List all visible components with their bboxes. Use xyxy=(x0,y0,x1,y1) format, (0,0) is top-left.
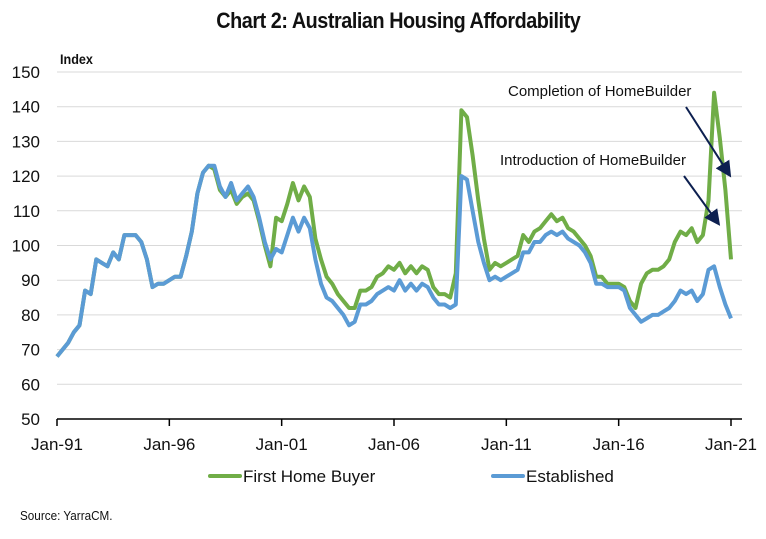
annotation-label: Completion of HomeBuilder xyxy=(508,83,691,100)
y-tick-label: 90 xyxy=(21,271,40,290)
y-tick-label: 50 xyxy=(21,410,40,429)
annotation-arrow xyxy=(683,175,721,226)
legend-label: First Home Buyer xyxy=(243,467,376,486)
gridlines xyxy=(57,71,742,385)
x-tick-label: Jan-21 xyxy=(705,435,757,454)
x-tick-label: Jan-96 xyxy=(143,435,195,454)
series-line-established xyxy=(55,163,733,358)
legend-label: Established xyxy=(526,467,614,486)
y-tick-label: 70 xyxy=(21,341,40,360)
x-tick-label: Jan-06 xyxy=(368,435,420,454)
annotations: Introduction of HomeBuilder Completion of… xyxy=(500,83,732,226)
legend: First Home Buyer Established xyxy=(208,467,614,486)
y-tick-label: 110 xyxy=(13,202,40,221)
x-tick-label: Jan-91 xyxy=(31,435,83,454)
y-tick-label: 100 xyxy=(12,237,40,256)
y-tick-label: 140 xyxy=(12,98,40,117)
series-lines xyxy=(55,90,733,358)
y-axis-ticks: 50 60 70 80 90 100 110 120 130 140 150 xyxy=(12,63,40,429)
x-tick-label: Jan-16 xyxy=(593,435,645,454)
series-line-first-home-buyer xyxy=(55,90,733,358)
chart-title: Chart 2: Australian Housing Affordabilit… xyxy=(216,8,581,33)
source-note: Source: YarraCM. xyxy=(20,508,113,523)
y-axis-label: Index xyxy=(60,51,93,67)
y-tick-label: 150 xyxy=(12,63,40,82)
annotation-label: Introduction of HomeBuilder xyxy=(500,152,686,169)
y-tick-label: 120 xyxy=(12,167,40,186)
y-tick-label: 60 xyxy=(21,375,40,394)
x-axis: Jan-91 Jan-96 Jan-01 Jan-06 Jan-11 Jan-16 Jan-… xyxy=(31,418,757,454)
y-tick-label: 130 xyxy=(12,132,40,151)
x-tick-label: Jan-01 xyxy=(256,435,308,454)
x-tick-label: Jan-11 xyxy=(481,435,532,454)
annotation-arrow xyxy=(685,106,732,178)
y-tick-label: 80 xyxy=(21,306,40,325)
